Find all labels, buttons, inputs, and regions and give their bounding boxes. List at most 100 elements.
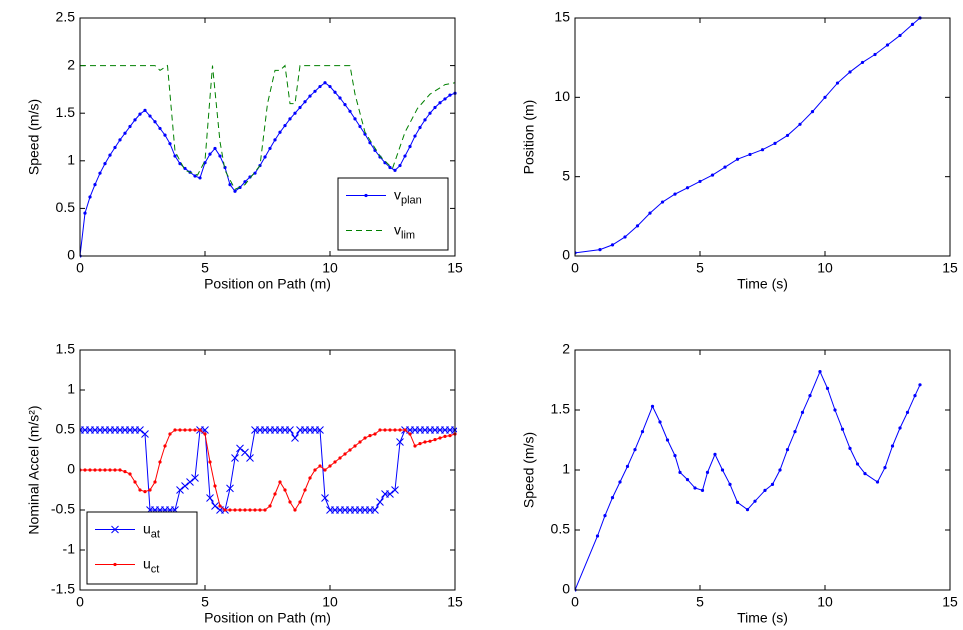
marker bbox=[148, 488, 152, 492]
marker bbox=[890, 444, 895, 448]
marker bbox=[113, 145, 117, 150]
marker bbox=[178, 428, 182, 432]
marker bbox=[308, 476, 312, 480]
marker bbox=[625, 464, 630, 468]
y-tick-label: 2 bbox=[562, 341, 570, 357]
marker bbox=[163, 444, 167, 448]
marker bbox=[635, 224, 640, 228]
marker bbox=[323, 468, 327, 472]
marker bbox=[248, 508, 252, 512]
marker bbox=[770, 482, 775, 486]
marker bbox=[660, 200, 665, 204]
marker bbox=[93, 183, 97, 187]
marker bbox=[158, 460, 162, 464]
marker bbox=[138, 112, 142, 116]
marker bbox=[173, 428, 177, 432]
marker bbox=[428, 439, 432, 443]
marker bbox=[298, 105, 302, 110]
marker bbox=[403, 154, 407, 158]
marker bbox=[710, 173, 715, 177]
marker bbox=[88, 195, 92, 199]
marker bbox=[213, 146, 217, 151]
marker bbox=[785, 133, 790, 138]
y-tick-label: 0 bbox=[562, 581, 570, 597]
y-tick-label: 2 bbox=[67, 56, 75, 72]
marker bbox=[136, 426, 144, 434]
marker bbox=[223, 508, 227, 512]
y-tick-label: 1.5 bbox=[56, 341, 76, 357]
marker bbox=[343, 103, 347, 107]
marker bbox=[133, 118, 137, 122]
marker bbox=[323, 81, 327, 85]
x-tick-label: 15 bbox=[942, 260, 958, 276]
marker bbox=[398, 428, 402, 432]
marker bbox=[748, 152, 752, 157]
marker bbox=[863, 472, 867, 476]
y-tick-label: -1 bbox=[63, 541, 76, 557]
marker bbox=[173, 154, 177, 158]
marker bbox=[693, 486, 697, 490]
y-tick-label: 0 bbox=[67, 461, 75, 477]
marker bbox=[148, 114, 152, 118]
marker bbox=[118, 468, 122, 472]
marker bbox=[108, 468, 112, 472]
marker bbox=[228, 183, 232, 187]
axes: 0 5 10 15 -1.5 -1 -0.5 0 0.5 1 1.5 Position on Path… bbox=[26, 341, 463, 626]
legend-label: uct bbox=[143, 555, 159, 575]
marker bbox=[848, 446, 852, 450]
x-axis-label: Time (s) bbox=[737, 610, 788, 626]
marker bbox=[178, 162, 182, 166]
axes-frame bbox=[574, 17, 951, 257]
marker bbox=[398, 163, 402, 168]
series bbox=[575, 370, 922, 592]
series bbox=[80, 64, 456, 191]
x-tick-label: 10 bbox=[817, 260, 833, 276]
marker bbox=[418, 442, 422, 446]
marker bbox=[885, 43, 890, 47]
marker bbox=[735, 157, 740, 161]
marker bbox=[243, 508, 247, 512]
marker bbox=[293, 508, 297, 512]
marker bbox=[905, 410, 910, 414]
marker bbox=[183, 166, 187, 171]
marker bbox=[618, 480, 622, 484]
marker bbox=[833, 408, 837, 412]
marker bbox=[218, 154, 222, 158]
marker bbox=[98, 171, 102, 175]
marker bbox=[268, 504, 272, 508]
marker bbox=[860, 60, 865, 65]
x-tick-label: 15 bbox=[447, 260, 463, 276]
marker bbox=[286, 426, 294, 434]
marker bbox=[913, 394, 917, 398]
marker bbox=[418, 125, 422, 130]
axes-frame bbox=[574, 349, 951, 591]
marker bbox=[433, 438, 437, 442]
marker bbox=[735, 500, 740, 504]
marker bbox=[386, 490, 394, 498]
legend-label-main: v bbox=[394, 221, 401, 237]
legend-label-main: u bbox=[143, 555, 151, 571]
marker bbox=[658, 420, 662, 424]
series-line bbox=[80, 82, 456, 257]
x-tick-label: 5 bbox=[201, 594, 209, 610]
x-axis-label: Time (s) bbox=[737, 276, 788, 292]
marker bbox=[258, 508, 262, 512]
marker bbox=[685, 478, 690, 482]
marker bbox=[186, 478, 194, 486]
marker bbox=[263, 155, 267, 159]
marker bbox=[610, 243, 615, 247]
marker bbox=[363, 436, 367, 440]
x-tick-label: 0 bbox=[571, 594, 579, 610]
marker bbox=[253, 171, 257, 175]
legend-label-main: u bbox=[143, 520, 151, 536]
marker bbox=[388, 428, 392, 432]
marker bbox=[810, 110, 815, 114]
legend-box bbox=[86, 511, 198, 585]
axes: 0 5 10 15 0 5 10 15 Time (s) Position (m) bbox=[521, 9, 958, 292]
marker bbox=[855, 462, 860, 466]
marker bbox=[825, 386, 830, 390]
marker bbox=[698, 179, 702, 184]
marker bbox=[720, 468, 725, 472]
legend-label: vlim bbox=[394, 221, 415, 241]
marker bbox=[353, 444, 357, 448]
